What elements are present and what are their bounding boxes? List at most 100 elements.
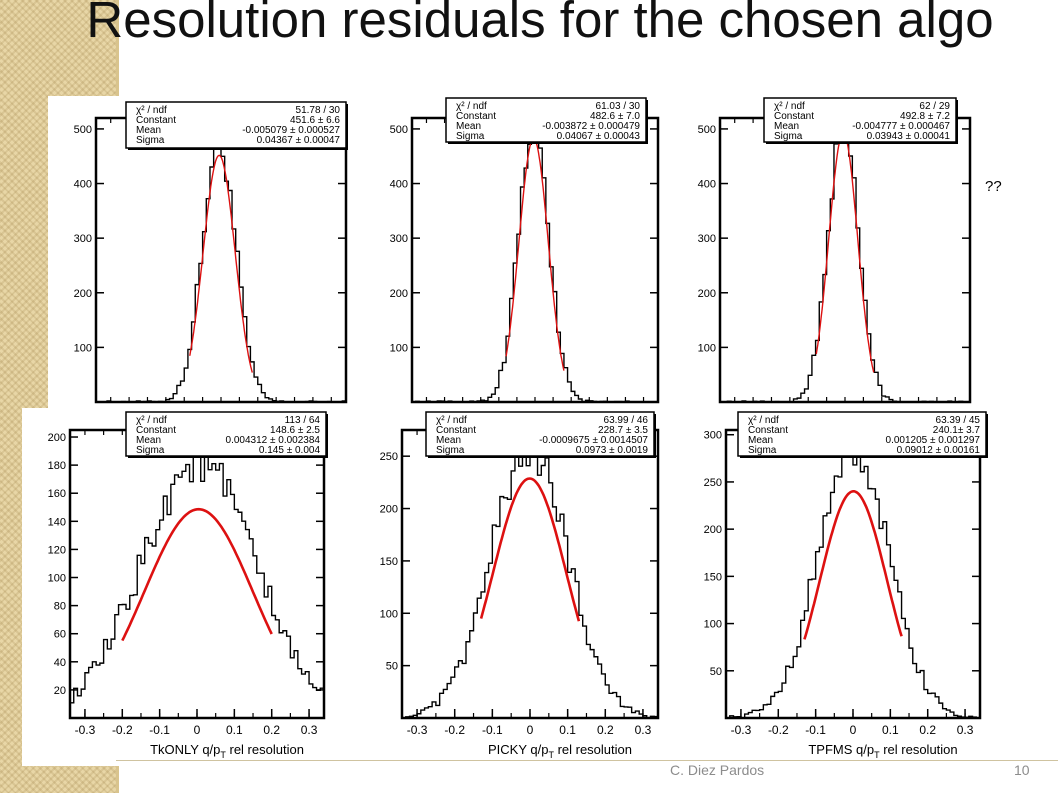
- stats-label: χ² / ndf: [136, 105, 167, 116]
- y-tick-label: 60: [54, 629, 66, 641]
- x-tick-label: -0.1: [149, 723, 170, 737]
- y-tick-label: 200: [704, 524, 722, 536]
- stats-value: 482.6 ± 7.0: [590, 111, 640, 122]
- gaussian-fit-curve: [803, 490, 903, 640]
- y-tick-label: 200: [390, 288, 408, 300]
- stats-value: 0.145 ± 0.004: [259, 445, 321, 456]
- stats-label: Mean: [748, 435, 773, 446]
- histogram-svg: 100 200 300 400 500 χ² / ndf 61.03 / 30 Constan…: [390, 97, 660, 404]
- footer-divider: [116, 760, 1058, 761]
- histogram-line: [69, 444, 325, 718]
- stats-value: 492.8 ± 7.2: [900, 111, 950, 122]
- stats-label: Sigma: [774, 131, 803, 142]
- y-tick-label: 200: [48, 432, 66, 444]
- stats-label: Sigma: [436, 445, 465, 456]
- gaussian-fit-curve: [479, 477, 581, 622]
- stats-value: 0.03943 ± 0.00041: [867, 131, 951, 142]
- stats-label: Mean: [456, 121, 481, 132]
- plot-frame: [410, 116, 660, 404]
- stats-label: χ² / ndf: [436, 415, 467, 426]
- histogram-line: [726, 435, 980, 719]
- stats-value: 51.78 / 30: [296, 105, 341, 116]
- stats-value: -0.005079 ± 0.000527: [242, 125, 340, 136]
- histogram-line: [96, 140, 347, 403]
- y-tick-label: 180: [48, 460, 66, 472]
- y-tick-label: 500: [698, 124, 716, 136]
- stats-value: 0.04367 ± 0.00047: [257, 135, 341, 146]
- histogram-panel-2: 100 200 300 400 500 χ² / ndf 61.03 / 30 Constan…: [368, 96, 668, 410]
- y-tick-label: 120: [48, 544, 66, 556]
- plot-frame: [68, 428, 326, 720]
- y-tick-label: 160: [48, 488, 66, 500]
- x-tick-label: 0.1: [226, 723, 243, 737]
- plot-frame: [94, 116, 348, 404]
- gaussian-fit-curve: [189, 154, 253, 373]
- y-tick-label: 40: [54, 657, 66, 669]
- stats-value: 61.03 / 30: [596, 101, 641, 112]
- y-tick-label: 50: [710, 666, 722, 678]
- stats-label: Constant: [456, 111, 496, 122]
- x-axis-label: PICKY q/pT rel resolution: [488, 742, 632, 760]
- histogram-svg: 100 200 300 400 500 χ² / ndf 51.78 / 30 Constan…: [74, 101, 348, 404]
- y-tick-label: 100: [390, 342, 408, 354]
- stats-box: [425, 411, 655, 457]
- page-number: 10: [1014, 762, 1030, 778]
- stats-label: χ² / ndf: [136, 415, 167, 426]
- plot-frame: [724, 428, 982, 720]
- stats-value: 63.99 / 46: [604, 415, 649, 426]
- histogram-panel-3: 100 200 300 400 500 χ² / ndf 62 / 29 Constant 49…: [680, 96, 980, 410]
- y-tick-label: 150: [380, 556, 398, 568]
- gaussian-fit-curve: [815, 132, 875, 373]
- y-tick-label: 250: [704, 477, 722, 489]
- y-tick-label: 100: [74, 342, 92, 354]
- x-tick-label: 0.3: [957, 723, 974, 737]
- y-tick-label: 200: [698, 288, 716, 300]
- stats-value: 451.6 ± 6.6: [290, 115, 340, 126]
- x-tick-label: 0.1: [882, 723, 899, 737]
- histogram-panel-tpfms: 50 100 150 200 250 300 -0.3 -0.2 -0.1 0 0.1 0.2 0.3 T…: [680, 408, 992, 766]
- y-tick-label: 150: [704, 571, 722, 583]
- y-tick-label: 100: [704, 619, 722, 631]
- stats-label: Sigma: [136, 445, 165, 456]
- stats-box: [763, 97, 957, 143]
- stats-box: [125, 101, 347, 149]
- stats-value: -0.003872 ± 0.000479: [542, 121, 640, 132]
- y-tick-label: 300: [698, 233, 716, 245]
- x-tick-label: 0.2: [263, 723, 280, 737]
- x-tick-label: 0.3: [635, 723, 652, 737]
- y-tick-label: 100: [48, 573, 66, 585]
- slide-title: Resolution residuals for the chosen algo: [86, 0, 994, 48]
- gaussian-fit-curve: [121, 507, 273, 642]
- stats-label: Mean: [136, 435, 161, 446]
- x-tick-label: 0: [850, 723, 857, 737]
- y-tick-label: 20: [54, 685, 66, 697]
- stats-value: 228.7 ± 3.5: [598, 425, 648, 436]
- x-tick-label: 0: [194, 723, 201, 737]
- x-tick-label: 0.3: [301, 723, 318, 737]
- stats-value: 148.6 ± 2.5: [270, 425, 320, 436]
- stats-label: Constant: [748, 425, 788, 436]
- stats-value: 113 / 64: [285, 415, 321, 426]
- stats-label: Mean: [436, 435, 461, 446]
- histogram-line: [720, 125, 970, 403]
- stats-label: Sigma: [136, 135, 165, 146]
- x-tick-label: -0.3: [731, 723, 752, 737]
- stats-value: 0.09012 ± 0.00161: [897, 445, 981, 456]
- stats-value: -0.0009675 ± 0.0014507: [539, 435, 648, 446]
- x-tick-label: -0.3: [75, 723, 96, 737]
- stats-value: 63.39 / 45: [936, 415, 981, 426]
- x-tick-label: 0.2: [597, 723, 614, 737]
- stats-box: [445, 97, 647, 143]
- histogram-svg: 50 100 150 200 250 300 -0.3 -0.2 -0.1 0 0.1 0.2 0.3T…: [704, 411, 988, 760]
- stats-value: 0.004312 ± 0.002384: [226, 435, 321, 446]
- y-tick-label: 500: [390, 124, 408, 136]
- x-tick-label: 0.2: [919, 723, 936, 737]
- stats-label: χ² / ndf: [456, 101, 487, 112]
- x-tick-label: -0.2: [112, 723, 133, 737]
- y-tick-label: 500: [74, 124, 92, 136]
- histogram-line: [412, 122, 659, 403]
- x-tick-label: 0: [527, 723, 534, 737]
- stats-label: Constant: [436, 425, 476, 436]
- question-note: ??: [985, 178, 1002, 195]
- stats-label: χ² / ndf: [774, 101, 805, 112]
